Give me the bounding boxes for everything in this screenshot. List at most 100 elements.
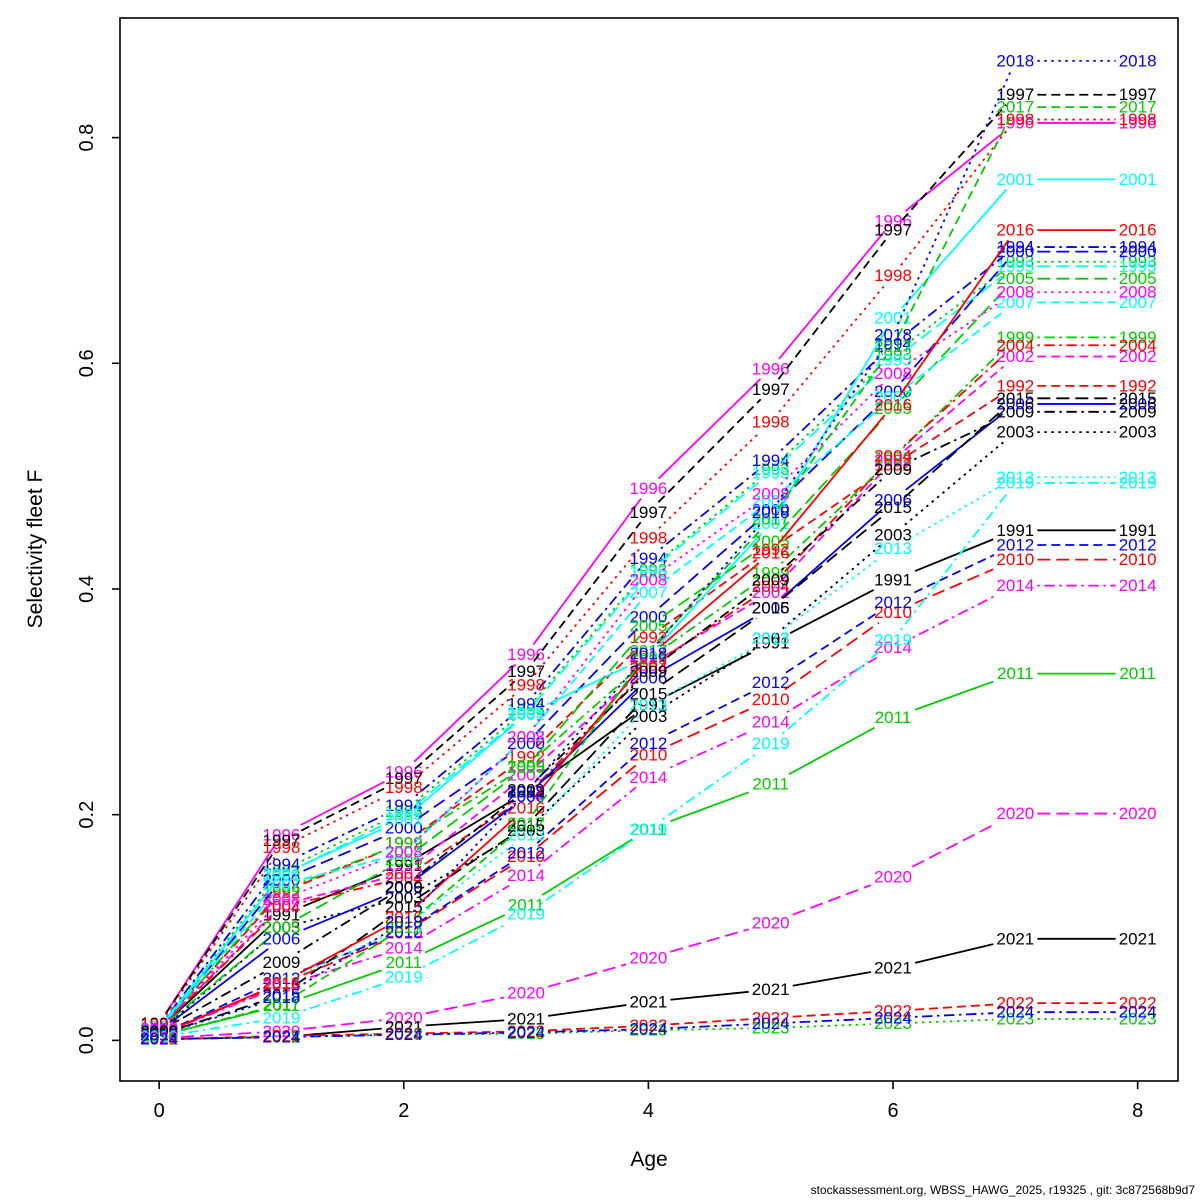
series-line-segment — [418, 805, 512, 869]
series-line-segment — [782, 517, 882, 599]
year-point-label: 1995 — [140, 1017, 178, 1036]
year-point-label: 2010 — [263, 974, 301, 993]
series-line-segment — [416, 844, 514, 919]
footer-text: stockassessment.org, WBSS_HAWG_2025, r19… — [810, 1183, 1195, 1197]
series-line-segment — [792, 1017, 872, 1024]
year-point-label: 2001 — [874, 309, 912, 328]
series-line-segment — [425, 996, 505, 1015]
year-point-label: 1992 — [385, 833, 423, 852]
year-point-label: 2008 — [385, 842, 423, 861]
series-line-segment — [781, 649, 882, 735]
series-line-segment — [792, 1023, 872, 1029]
series-line-segment — [662, 595, 757, 659]
year-point-label: 1991 — [385, 856, 423, 875]
series-line-segment — [299, 926, 386, 974]
series-line-segment — [540, 838, 635, 905]
year-point-label: 1994 — [263, 855, 301, 874]
year-point-label: 2002 — [507, 766, 545, 785]
year-point-label: 2005 — [1119, 269, 1157, 288]
year-point-label: 2000 — [629, 608, 667, 627]
series-line-segment — [785, 611, 879, 674]
series-line-segment — [899, 239, 1010, 396]
year-point-label: 1998 — [752, 412, 790, 431]
series-line-segment — [670, 1018, 749, 1026]
year-point-label: 2005 — [752, 532, 790, 551]
year-point-label: 2013 — [507, 825, 545, 844]
year-point-label: 2011 — [263, 996, 300, 1015]
series-line-segment — [425, 1019, 505, 1027]
year-point-label: 2012 — [874, 593, 912, 612]
year-point-label: 1996 — [263, 825, 301, 844]
year-point-label: 2019 — [629, 820, 667, 839]
year-point-label: 2014 — [263, 977, 301, 996]
series-line-segment — [301, 796, 384, 839]
series-line-segment — [419, 865, 511, 924]
year-point-label: 2024 — [1119, 1003, 1157, 1022]
series-line-segment — [661, 589, 758, 663]
year-point-label: 2024 — [629, 1020, 667, 1039]
year-point-label: 1999 — [385, 833, 423, 852]
year-point-label: 2001 — [996, 170, 1034, 189]
year-point-label: 2023 — [996, 1009, 1034, 1028]
x-axis-ticks: 0 2 4 6 8 — [154, 1081, 1143, 1122]
year-point-label: 2013 — [385, 918, 423, 937]
series-line-segment — [533, 547, 641, 676]
year-point-label: 2004 — [507, 787, 545, 806]
series-line-segment — [419, 801, 510, 857]
year-point-label: 2006 — [629, 669, 667, 688]
year-point-label: 2023 — [1119, 1009, 1157, 1028]
series-line-segment — [780, 369, 883, 464]
year-point-label: 1999 — [1119, 328, 1157, 347]
series-line-segment — [303, 1019, 382, 1030]
series-line-segment — [665, 617, 754, 669]
year-point-label: 1995 — [874, 350, 912, 369]
series-line-segment — [662, 503, 757, 571]
year-point-label: 2016 — [140, 1025, 178, 1044]
year-point-label: 2005 — [874, 399, 912, 418]
series-line-segment — [532, 660, 643, 815]
series-line-segment — [414, 817, 516, 909]
year-point-label: 1997 — [507, 662, 545, 681]
series-line-segment — [417, 766, 513, 834]
series-line-segment — [535, 626, 640, 735]
series-line-segment — [900, 492, 1009, 631]
year-point-label: 2012 — [263, 969, 301, 988]
series-line-segment — [662, 617, 757, 685]
year-point-label: 2001 — [263, 865, 301, 884]
series-line-segment — [792, 971, 872, 987]
year-point-label: 1997 — [263, 831, 301, 850]
series-line-segment — [297, 896, 389, 954]
year-point-label: 2024 — [140, 1030, 178, 1049]
year-point-label: 2016 — [1119, 221, 1157, 240]
series-line-segment — [909, 486, 999, 540]
year-point-label: 2000 — [385, 819, 423, 838]
year-point-label: 2014 — [140, 1025, 178, 1044]
year-point-label: 2019 — [385, 968, 423, 987]
year-point-label: 2020 — [996, 804, 1034, 823]
year-point-label: 1993 — [507, 700, 545, 719]
series-line-segment — [914, 943, 994, 964]
year-point-label: 2007 — [385, 844, 423, 863]
series-line-segment — [660, 469, 759, 550]
series-line-segment — [303, 1027, 382, 1037]
series-line-segment — [296, 936, 389, 996]
series-line-segment — [914, 538, 994, 572]
x-tick-label: 4 — [643, 1100, 654, 1122]
year-point-label: 2013 — [874, 539, 912, 558]
year-point-label: 2021 — [140, 1030, 178, 1049]
series-line-segment — [907, 301, 1001, 365]
series-line-segment — [778, 414, 886, 544]
year-point-label: 2000 — [996, 242, 1034, 261]
year-point-label: 2010 — [874, 603, 912, 622]
year-point-label: 2011 — [1119, 664, 1156, 683]
year-point-label: 1998 — [507, 675, 545, 694]
year-point-label: 2010 — [1119, 550, 1157, 569]
year-point-label: 2001 — [140, 1020, 178, 1039]
series-line-segment — [168, 916, 273, 1020]
series-line-segment — [778, 230, 886, 360]
series-line-segment — [421, 839, 509, 889]
year-point-label: 1996 — [629, 479, 667, 498]
y-tick-label: 0.8 — [76, 124, 98, 152]
